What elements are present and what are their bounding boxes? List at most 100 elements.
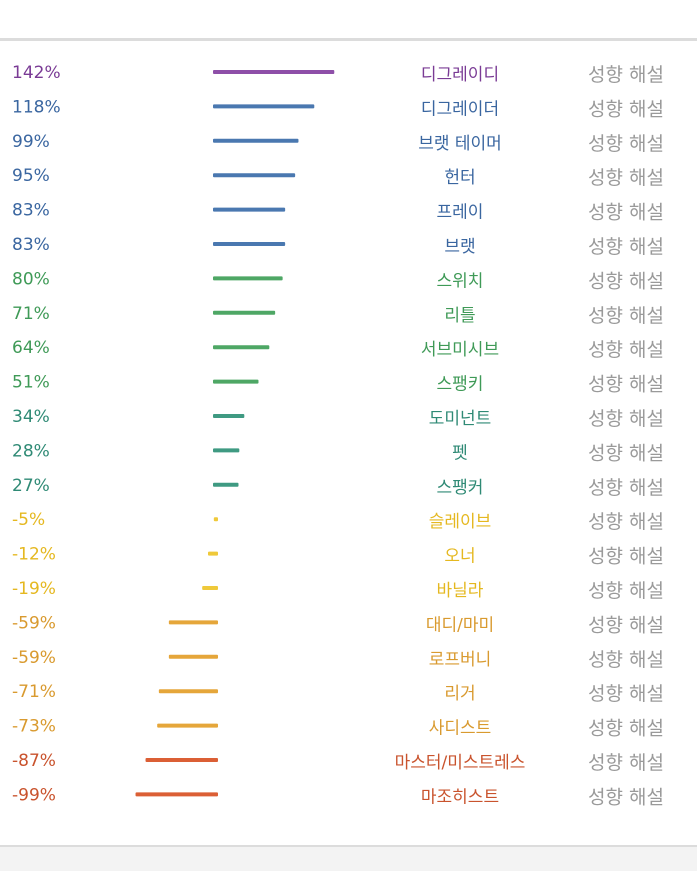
bar (213, 310, 276, 315)
trait-explanation-link[interactable]: 성향 해설 (588, 270, 664, 292)
chart-row: -87% 마스터/미스트레스 성향 해설 (12, 751, 664, 774)
bar (213, 207, 286, 212)
trait-explanation-link[interactable]: 성향 해설 (588, 580, 664, 602)
chart-row: 71% 리틀 성향 해설 (12, 304, 664, 327)
chart-row: -19% 바닐라 성향 해설 (12, 579, 664, 602)
value-label: 51% (12, 373, 50, 393)
category-label: 스팽커 (437, 478, 484, 498)
value-label: 28% (12, 441, 50, 461)
category-label: 리거 (444, 684, 475, 704)
category-label: 스팽키 (437, 375, 484, 395)
category-label: 브랫 (444, 237, 475, 257)
top-area (0, 0, 697, 38)
chart-row: -73% 사디스트 성향 해설 (12, 717, 664, 740)
value-label: 64% (12, 338, 50, 358)
value-label: -71% (12, 682, 56, 702)
value-label: -19% (12, 579, 56, 599)
category-label: 도미넌트 (429, 409, 492, 429)
trait-explanation-link[interactable]: 성향 해설 (588, 98, 664, 120)
chart-row: -12% 오너 성향 해설 (12, 545, 664, 568)
category-label: 디그레이디 (421, 65, 499, 85)
trait-explanation-link[interactable]: 성향 해설 (588, 202, 664, 224)
bar (213, 517, 218, 522)
value-label: -12% (12, 545, 56, 565)
value-label: 118% (12, 97, 61, 117)
category-label: 사디스트 (429, 719, 492, 739)
category-label: 대디/마미 (426, 615, 494, 635)
category-label: 바닐라 (437, 581, 484, 601)
chart-row: -59% 대디/마미 성향 해설 (12, 613, 664, 636)
category-label: 브랫 테이머 (418, 134, 502, 154)
value-label: 99% (12, 132, 50, 152)
category-label: 슬레이브 (429, 512, 492, 532)
divider-bottom (0, 845, 697, 847)
trait-explanation-link[interactable]: 성향 해설 (588, 752, 664, 774)
bottom-area (0, 847, 697, 871)
bar (208, 551, 218, 556)
chart-row: -71% 리거 성향 해설 (12, 682, 664, 705)
bar (213, 345, 270, 350)
value-label: -5% (12, 510, 45, 530)
value-label: 27% (12, 476, 50, 496)
trait-explanation-link[interactable]: 성향 해설 (588, 133, 664, 155)
chart-row: 83% 프레이 성향 해설 (12, 201, 664, 224)
category-label: 헌터 (444, 168, 475, 188)
bar (213, 70, 335, 74)
chart-row: 28% 펫 성향 해설 (12, 441, 664, 464)
trait-explanation-link[interactable]: 성향 해설 (588, 718, 664, 740)
category-label: 마스터/미스트레스 (395, 753, 526, 773)
chart-row: 80% 스위치 성향 해설 (12, 269, 664, 292)
bar (213, 138, 299, 143)
chart-row: -99% 마조히스트 성향 해설 (12, 785, 664, 808)
category-label: 펫 (452, 443, 468, 463)
value-label: -99% (12, 785, 56, 805)
trait-explanation-link[interactable]: 성향 해설 (588, 167, 664, 189)
chart-row: 34% 도미넌트 성향 해설 (12, 407, 664, 430)
bar (213, 379, 259, 384)
chart-row: -59% 로프버니 성향 해설 (12, 648, 664, 671)
trait-explanation-link[interactable]: 성향 해설 (588, 442, 664, 464)
chart-row: 99% 브랫 테이머 성향 해설 (12, 132, 664, 155)
value-label: -59% (12, 648, 56, 668)
chart-row: -5% 슬레이브 성향 해설 (12, 510, 664, 533)
bar (213, 104, 315, 109)
trait-explanation-link[interactable]: 성향 해설 (588, 683, 664, 705)
trait-explanation-link[interactable]: 성향 해설 (588, 649, 664, 671)
trait-explanation-link[interactable]: 성향 해설 (588, 64, 664, 86)
chart-row: 95% 헌터 성향 해설 (12, 166, 664, 189)
trait-explanation-link[interactable]: 성향 해설 (588, 786, 664, 808)
trait-explanation-link[interactable]: 성향 해설 (588, 477, 664, 499)
bar (213, 448, 240, 453)
category-label: 디그레이더 (421, 99, 499, 119)
bar (213, 173, 296, 178)
trait-explanation-link[interactable]: 성향 해설 (588, 374, 664, 396)
chart-row: 51% 스팽키 성향 해설 (12, 373, 664, 396)
trait-explanation-link[interactable]: 성향 해설 (588, 339, 664, 361)
chart-row: 142% 디그레이디 성향 해설 (12, 63, 664, 86)
trait-explanation-link[interactable]: 성향 해설 (588, 546, 664, 568)
trait-explanation-link[interactable]: 성향 해설 (588, 408, 664, 430)
value-label: -59% (12, 613, 56, 633)
value-label: -73% (12, 717, 56, 737)
trait-explanation-link[interactable]: 성향 해설 (588, 305, 664, 327)
value-label: -87% (12, 751, 56, 771)
value-label: 71% (12, 304, 50, 324)
chart-row: 64% 서브미시브 성향 해설 (12, 338, 664, 361)
value-label: 95% (12, 166, 50, 186)
bar (213, 414, 245, 418)
bar (168, 654, 218, 659)
chart-row: 83% 브랫 성향 해설 (12, 235, 664, 258)
trait-explanation-link[interactable]: 성향 해설 (588, 511, 664, 533)
bar (213, 482, 239, 487)
category-label: 로프버니 (429, 650, 492, 670)
trait-explanation-link[interactable]: 성향 해설 (588, 614, 664, 636)
category-label: 오너 (444, 547, 475, 567)
trait-explanation-link[interactable]: 성향 해설 (588, 236, 664, 258)
chart-row: 118% 디그레이더 성향 해설 (12, 97, 664, 120)
chart-row: 27% 스팽커 성향 해설 (12, 476, 664, 499)
bar (168, 620, 218, 625)
category-label: 리틀 (444, 306, 475, 326)
value-label: 83% (12, 201, 50, 221)
bar (145, 758, 218, 762)
